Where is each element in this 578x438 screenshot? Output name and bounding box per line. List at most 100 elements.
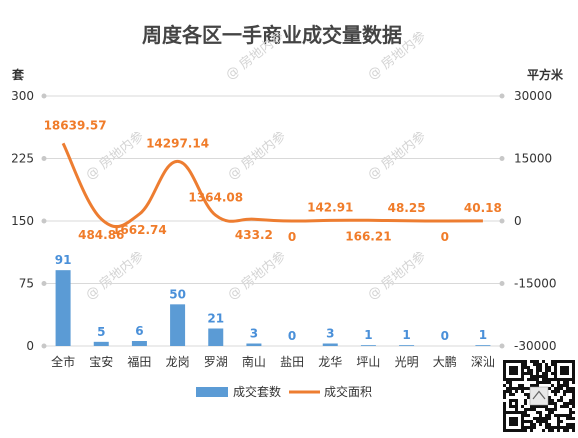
qr-module xyxy=(569,387,572,390)
line-data-label: 18639.57 xyxy=(44,118,107,132)
qr-finder xyxy=(509,366,518,375)
qr-module xyxy=(536,360,539,363)
qr-module xyxy=(563,381,566,384)
qr-module xyxy=(524,387,527,390)
qr-module xyxy=(503,384,506,387)
watermark-text: @ 房地内参 xyxy=(83,248,147,303)
bar xyxy=(360,345,376,346)
qr-module xyxy=(560,384,563,387)
qr-module xyxy=(512,399,515,402)
bar-data-label: 21 xyxy=(207,312,224,326)
qr-module xyxy=(542,372,545,375)
bar xyxy=(322,343,338,346)
qr-module xyxy=(560,399,563,402)
qr-module xyxy=(554,405,557,408)
qr-center-logo xyxy=(532,390,546,400)
qr-module xyxy=(524,393,527,396)
qr-module xyxy=(569,414,572,417)
qr-module xyxy=(530,360,533,363)
qr-module xyxy=(557,414,560,417)
qr-module xyxy=(545,375,548,378)
qr-module xyxy=(545,423,548,426)
qr-module xyxy=(518,384,521,387)
qr-module xyxy=(548,423,551,426)
qr-module xyxy=(536,372,539,375)
qr-module xyxy=(527,378,530,381)
qr-module xyxy=(545,408,548,411)
x-tick-label: 南山 xyxy=(242,354,266,369)
area-line xyxy=(61,142,483,229)
qr-module xyxy=(533,405,536,408)
qr-module xyxy=(530,378,533,381)
gridline-right-marker xyxy=(499,281,505,286)
qr-module xyxy=(566,417,569,420)
qr-module xyxy=(533,378,536,381)
legend-bar-label: 成交套数 xyxy=(233,384,281,399)
chart-title: 周度各区一手商业成交量数据 xyxy=(142,23,402,47)
qr-module xyxy=(557,420,560,423)
qr-module xyxy=(533,423,536,426)
qr-module xyxy=(572,396,575,399)
qr-module xyxy=(548,369,551,372)
qr-module xyxy=(527,366,530,369)
qr-module xyxy=(569,426,572,429)
qr-module xyxy=(542,405,545,408)
qr-module xyxy=(551,411,554,414)
qr-module xyxy=(557,426,560,429)
qr-module xyxy=(563,426,566,429)
gridline-right-marker xyxy=(499,156,505,161)
qr-module xyxy=(539,369,542,372)
qr-module xyxy=(566,387,569,390)
qr-module xyxy=(572,423,575,426)
qr-module xyxy=(572,417,575,420)
qr-module xyxy=(533,426,536,429)
qr-module xyxy=(572,387,575,390)
qr-module xyxy=(512,393,515,396)
qr-module xyxy=(512,387,515,390)
qr-module xyxy=(542,378,545,381)
qr-module xyxy=(566,384,569,387)
qr-module xyxy=(563,414,566,417)
bar-data-label: 91 xyxy=(55,253,72,267)
qr-module xyxy=(548,414,551,417)
qr-module xyxy=(566,426,569,429)
qr-module xyxy=(557,429,560,432)
qr-module xyxy=(509,399,512,402)
qr-module xyxy=(572,399,575,402)
qr-module xyxy=(554,387,557,390)
right-tick-label: 15000 xyxy=(514,152,552,166)
qr-module xyxy=(536,417,539,420)
qr-module xyxy=(530,384,533,387)
qr-module xyxy=(572,411,575,414)
line-data-label: 0 xyxy=(288,230,296,244)
qr-module xyxy=(518,387,521,390)
qr-module xyxy=(527,426,530,429)
qr-module xyxy=(563,390,566,393)
qr-module xyxy=(515,408,518,411)
gridline-right-marker xyxy=(499,218,505,224)
watermark-layer: @ 房地内参 @ 房地内参@ 房地内参 @ 房地内参 @ 房地内参@ 房地内参 @ 房地… xyxy=(83,28,429,303)
qr-module xyxy=(551,384,554,387)
qr-module xyxy=(560,420,563,423)
qr-module xyxy=(545,363,548,366)
qr-module xyxy=(554,402,557,405)
x-tick-label: 全市 xyxy=(51,354,75,369)
qr-module xyxy=(551,402,554,405)
qr-module xyxy=(530,426,533,429)
bar-data-label: 5 xyxy=(97,325,105,339)
qr-module xyxy=(533,363,536,366)
bar xyxy=(131,341,147,346)
qr-module xyxy=(560,387,563,390)
qr-module xyxy=(536,411,539,414)
qr-module xyxy=(551,372,554,375)
qr-module xyxy=(572,402,575,405)
line-data-label: 48.25 xyxy=(388,201,426,215)
qr-module xyxy=(509,402,512,405)
qr-module xyxy=(545,405,548,408)
qr-module xyxy=(530,375,533,378)
qr-module xyxy=(530,408,533,411)
x-tick-label: 宝安 xyxy=(89,354,113,369)
gridline-left-marker xyxy=(41,218,47,224)
qr-module xyxy=(572,390,575,393)
qr-module xyxy=(548,426,551,429)
